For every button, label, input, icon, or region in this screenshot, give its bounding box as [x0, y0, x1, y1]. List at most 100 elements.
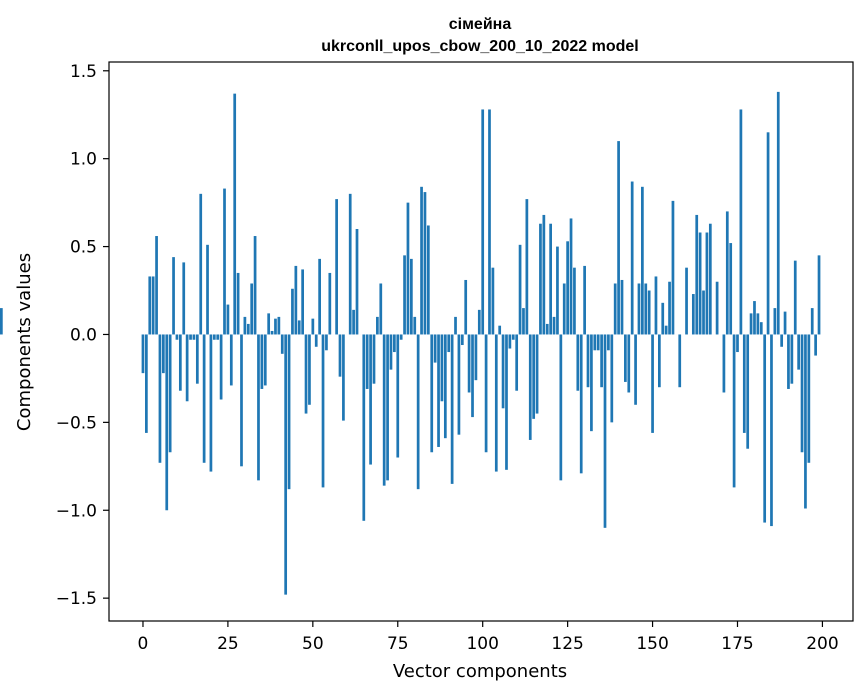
bar: [430, 334, 434, 453]
bar: [257, 334, 260, 481]
bar: [464, 279, 468, 335]
bar: [175, 334, 179, 340]
bar: [348, 193, 352, 335]
bar: [780, 334, 784, 347]
bar: [311, 318, 315, 335]
bar: [216, 334, 220, 340]
bar: [685, 267, 688, 335]
bar: [691, 294, 695, 335]
bar: [773, 308, 777, 335]
bar: [314, 334, 318, 347]
bar: [396, 334, 400, 458]
bar: [763, 334, 767, 523]
bar: [199, 193, 203, 335]
bar: [291, 288, 294, 335]
bar: [753, 301, 756, 335]
bar: [749, 313, 753, 335]
bar: [654, 276, 658, 335]
bar: [725, 211, 729, 335]
bar: [545, 323, 549, 335]
bar: [284, 334, 288, 595]
bar: [250, 283, 254, 335]
bar: [416, 334, 420, 490]
bar: [423, 192, 427, 335]
y-axis-ticks: −1.5 −1.0 −0.5 0.0 0.5 1.0 1.5: [56, 62, 109, 609]
bar: [566, 241, 569, 335]
bar: [814, 334, 817, 356]
bar: [742, 334, 746, 433]
bar: [776, 91, 780, 335]
bar: [522, 308, 525, 335]
bar: [233, 93, 237, 335]
bar: [145, 334, 148, 433]
bar: [729, 243, 733, 335]
bar: [627, 334, 631, 393]
bar: [817, 255, 821, 335]
bar: [185, 334, 189, 402]
bar: [678, 334, 682, 388]
bar: [613, 283, 617, 335]
bar: [488, 109, 491, 335]
bar: [240, 334, 243, 467]
bar: [793, 260, 797, 335]
y-tick-label: −1.0: [56, 501, 97, 521]
bar: [246, 323, 250, 335]
bar: [787, 334, 790, 389]
bar: [576, 334, 580, 391]
bar: [369, 334, 372, 465]
bar: [620, 279, 624, 335]
bar: [484, 334, 488, 453]
y-tick-label: 1.5: [70, 62, 97, 82]
bar: [338, 334, 342, 377]
bar: [403, 255, 406, 335]
bar: [583, 265, 586, 335]
bar: [617, 141, 620, 335]
bar: [739, 109, 743, 335]
bar: [535, 334, 539, 414]
bar: [182, 262, 186, 335]
bar: [443, 334, 447, 439]
bar: [532, 334, 536, 419]
bar: [308, 334, 311, 405]
x-tick-label: 125: [551, 634, 583, 654]
bar: [420, 186, 423, 335]
bar: [379, 283, 383, 335]
bar: [219, 334, 223, 400]
bar: [783, 311, 787, 335]
bar: [471, 334, 474, 418]
bar: [810, 308, 814, 335]
bar: [450, 334, 454, 484]
bar: [698, 232, 702, 335]
bar: [637, 283, 641, 335]
bar: [386, 334, 389, 481]
bar: [287, 334, 291, 490]
bar: [202, 334, 206, 463]
bar: [365, 334, 369, 389]
bar: [236, 272, 240, 335]
bar: [508, 334, 512, 349]
bars-group: [0, 91, 821, 595]
bar: [505, 334, 508, 470]
bar: [168, 334, 172, 453]
bar: [277, 316, 281, 335]
bar: [301, 269, 304, 335]
bar: [223, 188, 226, 335]
x-tick-label: 25: [217, 634, 239, 654]
bar: [705, 232, 709, 335]
bar: [352, 309, 355, 335]
bar: [253, 236, 257, 335]
bar: [304, 334, 308, 414]
bar: [607, 334, 610, 351]
bar: [708, 223, 712, 335]
bar: [525, 199, 529, 335]
bar: [321, 334, 325, 488]
x-tick-label: 50: [302, 634, 324, 654]
y-tick-label: 1.0: [70, 150, 97, 170]
bar: [274, 318, 277, 335]
bar: [770, 334, 773, 527]
bar: [759, 322, 763, 335]
bar: [807, 334, 811, 463]
bar: [195, 334, 199, 384]
bar: [158, 334, 162, 463]
bar: [325, 334, 328, 351]
